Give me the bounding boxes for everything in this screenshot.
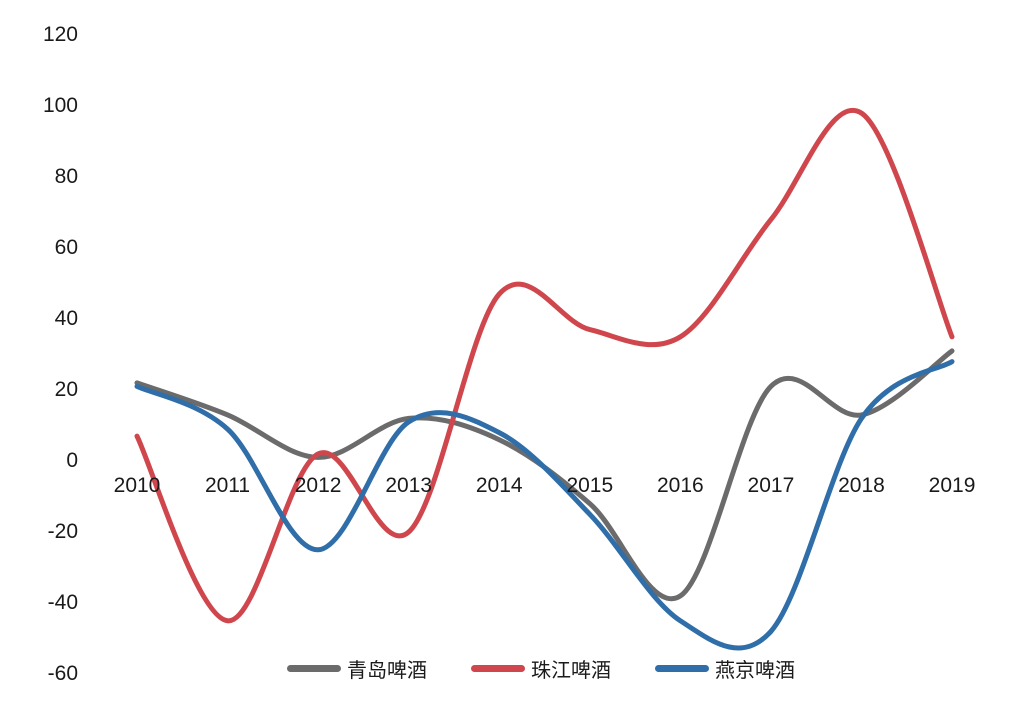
x-tick-label: 2015 xyxy=(566,474,614,497)
y-tick-label: -60 xyxy=(47,662,78,685)
y-tick-label: -20 xyxy=(47,520,78,543)
legend-label-qingdao: 青岛啤酒 xyxy=(347,660,427,682)
y-tick-label: 100 xyxy=(42,94,78,117)
x-tick-label: 2012 xyxy=(294,474,342,497)
y-tick-label: 80 xyxy=(54,165,78,188)
x-tick-label: 2016 xyxy=(657,474,704,497)
series-line-2 xyxy=(134,359,955,651)
y-tick-label: 60 xyxy=(54,236,78,259)
legend-item-qingdao-beer[interactable]: 青岛啤酒 xyxy=(287,654,427,683)
series-line-1 xyxy=(134,108,955,624)
x-tick-label: 2019 xyxy=(928,474,976,497)
y-tick-label: 40 xyxy=(54,307,78,330)
chart-legend: 青岛啤酒 珠江啤酒 燕京啤酒 xyxy=(0,654,1012,683)
y-tick-label: 0 xyxy=(66,449,78,472)
legend-item-yanjing-beer[interactable]: 燕京啤酒 xyxy=(655,654,795,683)
x-tick-label: 2011 xyxy=(204,474,251,497)
legend-line-swatch-qingdao xyxy=(287,665,341,672)
y-tick-label: 120 xyxy=(42,23,78,46)
y-tick-label: 20 xyxy=(54,378,78,401)
x-tick-label: 2018 xyxy=(838,474,885,497)
x-tick-label: 2010 xyxy=(113,474,161,497)
series-line-0 xyxy=(134,348,955,602)
x-tick-label: 2013 xyxy=(385,474,433,497)
legend-label-zhujiang: 珠江啤酒 xyxy=(531,660,611,682)
legend-line-swatch-yanjing xyxy=(655,665,709,672)
x-tick-label: 2017 xyxy=(747,474,795,497)
y-tick-label: -40 xyxy=(47,591,78,614)
legend-line-swatch-zhujiang xyxy=(471,665,525,672)
x-tick-label: 2014 xyxy=(475,474,523,497)
legend-item-zhujiang-beer[interactable]: 珠江啤酒 xyxy=(471,654,611,683)
legend-label-yanjing: 燕京啤酒 xyxy=(715,660,795,682)
